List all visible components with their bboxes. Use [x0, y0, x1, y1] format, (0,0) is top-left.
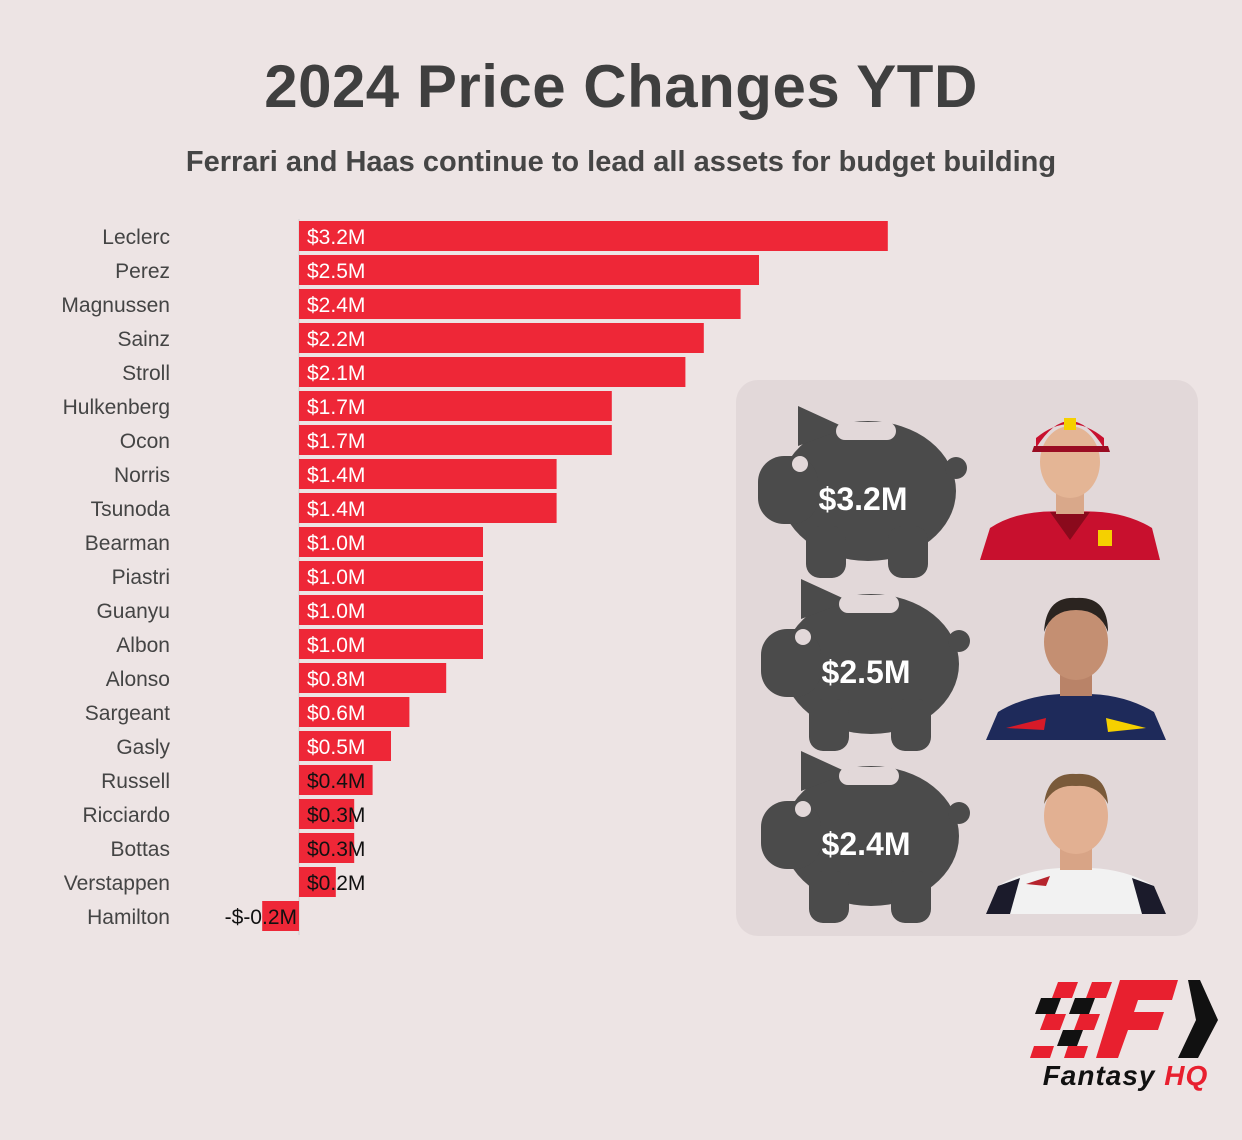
top-risers-panel: $3.2M $2.5M: [736, 380, 1198, 936]
chart-title: 2024 Price Changes YTD: [264, 53, 978, 120]
category-label: Hulkenberg: [63, 396, 170, 419]
category-label: Russell: [101, 770, 170, 793]
f1-checkered-logo-icon: [1030, 980, 1218, 1058]
category-label: Albon: [116, 634, 170, 657]
category-label: Perez: [115, 260, 170, 283]
category-label: Ricciardo: [82, 804, 170, 827]
category-label: Sainz: [117, 328, 170, 351]
bar-stroll: [299, 357, 686, 387]
data-label: $0.3M: [307, 838, 365, 861]
logo-wordmark: Fantasy HQ: [1028, 1060, 1223, 1092]
bar-perez: [299, 255, 759, 285]
data-label: $0.3M: [307, 804, 365, 827]
category-label: Tsunoda: [91, 498, 171, 521]
piggy-bank-1: $3.2M: [758, 406, 998, 581]
data-label: $0.2M: [307, 872, 365, 895]
bar-norris: [299, 459, 557, 489]
data-label: $1.0M: [307, 532, 365, 555]
driver-portrait-2: [986, 597, 1166, 740]
category-label: Verstappen: [64, 872, 170, 895]
piggy-bank-3: $2.4M: [761, 751, 1001, 926]
chart-subtitle: Ferrari and Haas continue to lead all as…: [185, 146, 1057, 178]
category-label: Bottas: [110, 838, 170, 861]
bar-russell: [299, 765, 373, 795]
category-label: Bearman: [85, 532, 170, 555]
piggy-bank-2: $2.5M: [761, 579, 1001, 754]
highlight-value: $3.2M: [818, 481, 908, 517]
data-label: $0.8M: [307, 668, 365, 691]
bar-albon: [299, 629, 483, 659]
piggy-bank-icon: [758, 406, 967, 578]
category-label: Norris: [114, 464, 170, 487]
bar-tsunoda: [299, 493, 557, 523]
category-label: Gasly: [116, 736, 170, 759]
data-label: $1.0M: [307, 600, 365, 623]
driver-portrait-1: [980, 418, 1160, 560]
bar-bearman: [299, 527, 483, 557]
data-label: $2.5M: [307, 260, 365, 283]
data-label: $2.2M: [307, 328, 365, 351]
data-label: $3.2M: [307, 226, 365, 249]
data-label: $1.4M: [307, 464, 365, 487]
category-label: Leclerc: [102, 226, 170, 249]
bar-hamilton: [262, 901, 299, 931]
bar-leclerc: [299, 221, 888, 251]
data-label: $2.4M: [307, 294, 365, 317]
fantasy-hq-logo: Fantasy HQ: [1028, 972, 1223, 1097]
bar-verstappen: [299, 867, 336, 897]
driver-portrait-3: [986, 773, 1166, 914]
bar-sargeant: [299, 697, 410, 727]
data-label: $1.0M: [307, 634, 365, 657]
category-label: Alonso: [106, 668, 170, 691]
bar-chart: Leclerc $3.2M Perez $2.5M Magnussen $2.4M Sain…: [61, 219, 888, 935]
logo-suffix: HQ: [1164, 1060, 1209, 1091]
highlight-value: $2.4M: [821, 826, 911, 862]
category-label: Piastri: [112, 566, 170, 589]
data-label: $0.6M: [307, 702, 365, 725]
bar-piastri: [299, 561, 483, 591]
data-label: $1.4M: [307, 498, 365, 521]
bar-ricciardo: [299, 799, 355, 829]
category-label: Stroll: [122, 362, 170, 385]
category-label: Ocon: [120, 430, 170, 453]
bar-bottas: [299, 833, 355, 863]
data-label: $2.1M: [307, 362, 365, 385]
category-label: Sargeant: [85, 702, 170, 725]
bar-ocon: [299, 425, 612, 455]
data-label: $1.7M: [307, 430, 365, 453]
bar-magnussen: [299, 289, 741, 319]
highlight-value: $2.5M: [821, 654, 911, 690]
bar-hulkenberg: [299, 391, 612, 421]
category-label: Magnussen: [61, 294, 170, 317]
data-label: -$-0.2M: [225, 906, 297, 929]
bar-sainz: [299, 323, 704, 353]
category-label: Guanyu: [96, 600, 170, 623]
piggy-bank-icon: [761, 751, 970, 923]
bar-gasly: [299, 731, 391, 761]
data-label: $1.0M: [307, 566, 365, 589]
bar-guanyu: [299, 595, 483, 625]
data-label: $0.4M: [307, 770, 365, 793]
piggy-bank-icon: [761, 579, 970, 751]
data-label: $0.5M: [307, 736, 365, 759]
logo-brand: Fantasy: [1042, 1060, 1156, 1091]
bar-alonso: [299, 663, 447, 693]
category-label: Hamilton: [87, 906, 170, 929]
data-label: $1.7M: [307, 396, 365, 419]
